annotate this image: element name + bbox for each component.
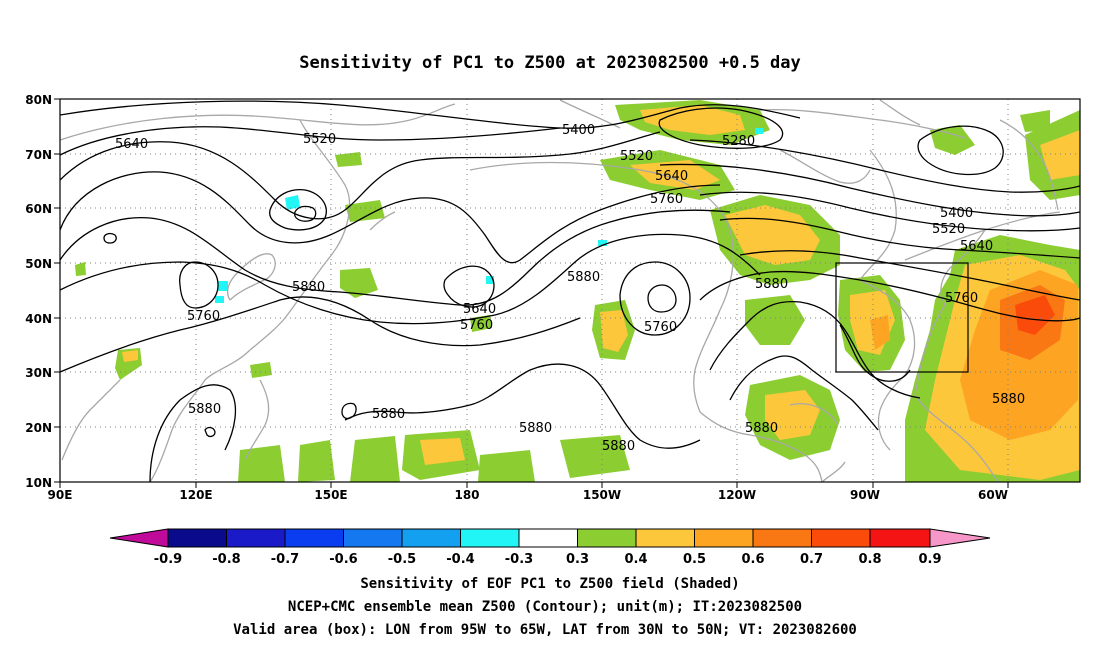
colorbar-label: -0.5 [388, 552, 416, 567]
lon-label: 150W [583, 488, 621, 502]
colorbar-label: 0.3 [566, 552, 589, 567]
lon-label: 90E [48, 488, 73, 502]
lon-label: 120E [179, 488, 212, 502]
colorbar-cell [460, 529, 519, 547]
contour-label: 5880 [292, 280, 325, 295]
lon-label: 180 [454, 488, 479, 502]
colorbar-label: -0.4 [446, 552, 474, 567]
colorbar-cell [870, 529, 930, 547]
colorbar-label: 0.7 [800, 552, 823, 567]
contour-label: 5880 [372, 407, 405, 422]
colorbar-cell [636, 529, 695, 547]
colorbar-cell [226, 529, 285, 547]
colorbar-label: -0.3 [505, 552, 533, 567]
colorbar-label: 0.4 [624, 552, 647, 567]
lat-label: 10N [25, 476, 52, 490]
contour-label: 5880 [567, 270, 600, 285]
contour-label: 5760 [945, 291, 978, 306]
contour-label: 5760 [187, 309, 220, 324]
colorbar-label: -0.9 [154, 552, 182, 567]
contour-label: 5760 [650, 192, 683, 207]
contour-label: 5880 [992, 392, 1025, 407]
colorbar-outline [167, 528, 931, 548]
z500-contours [60, 100, 1080, 482]
latitude-labels: 80N 70N 60N 50N 40N 30N 20N 10N [25, 93, 52, 490]
contour-label: 5880 [188, 402, 221, 417]
footer-line-3: Valid area (box): LON from 95W to 65W, L… [233, 622, 857, 638]
colorbar-cell [694, 529, 753, 547]
contour-label: 5760 [460, 318, 493, 333]
lat-label: 70N [25, 148, 52, 162]
colorbar-cell [402, 529, 461, 547]
contour-label: 5280 [722, 134, 755, 149]
lat-label: 20N [25, 421, 52, 435]
contour-label: 5400 [562, 123, 595, 138]
colorbar-label: 0.5 [683, 552, 706, 567]
lat-label: 30N [25, 366, 52, 380]
colorbar-label: 0.6 [741, 552, 764, 567]
lon-label: 150E [314, 488, 347, 502]
footer-line-1: Sensitivity of EOF PC1 to Z500 field (Sh… [360, 576, 739, 592]
contour-label: 5520 [932, 222, 965, 237]
contour-label: 5640 [960, 239, 993, 254]
contour-label: 5400 [940, 206, 973, 221]
valid-area-box [835, 262, 969, 373]
contour-label: 5640 [463, 302, 496, 317]
contour-labels: 5640 5520 5400 5280 5520 5640 5760 5400 … [115, 123, 1025, 454]
colorbar-label: -0.6 [329, 552, 357, 567]
colorbar-cell [811, 529, 870, 547]
contour-label: 5880 [745, 421, 778, 436]
colorbar-cell [753, 529, 812, 547]
colorbar-cell [285, 529, 344, 547]
colorbar-labels: -0.9 -0.8 -0.7 -0.6 -0.5 -0.4 -0.3 0.3 0… [154, 552, 942, 567]
lat-label: 50N [25, 257, 52, 271]
colorbar-cell [577, 529, 636, 547]
lat-label: 60N [25, 202, 52, 216]
map-title: Sensitivity of PC1 to Z500 at 2023082500… [299, 53, 801, 73]
lat-label: 80N [25, 93, 52, 107]
contour-label: 5880 [519, 421, 552, 436]
colorbar-label: 0.9 [918, 552, 941, 567]
colorbar-arrow-right [929, 528, 991, 548]
contour-label: 5520 [303, 132, 336, 147]
lon-label: 90W [850, 488, 880, 502]
lon-label: 120W [718, 488, 756, 502]
contour-label: 5880 [602, 439, 635, 454]
contour-label: 5520 [620, 149, 653, 164]
lat-label: 40N [25, 312, 52, 326]
longitude-labels: 90E 120E 150E 180 150W 120W 90W 60W [48, 488, 1008, 502]
contour-label: 5640 [115, 137, 148, 152]
colorbar-label: -0.7 [271, 552, 299, 567]
lon-label: 60W [978, 488, 1008, 502]
contour-label: 5760 [644, 320, 677, 335]
colorbar-label: 0.8 [858, 552, 881, 567]
map-area: 5640 5520 5400 5280 5520 5640 5760 5400 … [60, 99, 1080, 482]
colorbar-cell [343, 529, 402, 547]
footer-line-2: NCEP+CMC ensemble mean Z500 (Contour); u… [288, 599, 802, 615]
footer-caption: Sensitivity of EOF PC1 to Z500 field (Sh… [233, 576, 857, 638]
contour-label: 5880 [755, 277, 788, 292]
colorbar-cell [519, 529, 578, 547]
axis-ticks [54, 98, 1009, 488]
colorbar-cell [168, 529, 227, 547]
map-frame [59, 98, 1081, 483]
contour-label: 5640 [655, 169, 688, 184]
colorbar [109, 528, 991, 548]
colorbar-label: -0.8 [212, 552, 240, 567]
colorbar-arrow-left [109, 528, 169, 548]
